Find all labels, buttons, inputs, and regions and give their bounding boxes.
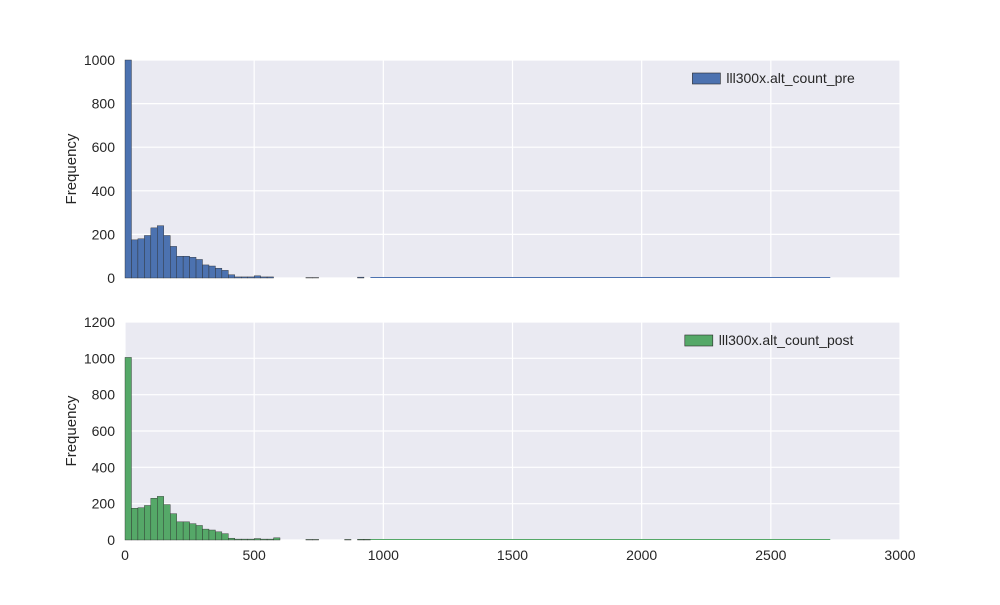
histogram-bar: [235, 277, 241, 278]
histogram-bar: [222, 534, 228, 540]
subplot-1: 0 200 400 600 800 1000 Frequency lll300x.alt_co…: [63, 52, 900, 286]
legend-label: lll300x.alt_count_post: [719, 332, 854, 348]
y-tick-label: 600: [92, 139, 116, 155]
histogram-bar: [203, 265, 209, 278]
histogram-bar: [138, 239, 144, 278]
histogram-bar: [125, 357, 131, 540]
legend-swatch: [692, 73, 720, 84]
histogram-bar: [254, 539, 260, 540]
subplot-2: 0 200 400 600 800 1000 1200 0 500 1000 1500 2000 250…: [63, 314, 916, 563]
y-axis-label: Frequency: [63, 395, 80, 466]
histogram-bar: [241, 539, 247, 540]
histogram-bar: [215, 532, 221, 540]
histogram-bar: [209, 266, 215, 278]
histogram-bar: [248, 539, 254, 540]
y-tick-label: 1000: [84, 52, 115, 68]
histogram-bar: [196, 525, 202, 540]
y-tick-label: 0: [107, 270, 115, 286]
y-tick-label: 400: [92, 459, 116, 475]
histogram-bar: [248, 277, 254, 278]
y-axis-label: Frequency: [63, 133, 80, 204]
histogram-bar: [131, 508, 137, 540]
histogram-bar: [138, 508, 144, 540]
histogram-bar: [364, 539, 370, 540]
x-tick-label: 3000: [884, 547, 915, 563]
histogram-bar: [131, 240, 137, 278]
y-tick-label: 800: [92, 96, 116, 112]
histogram-bar: [164, 505, 170, 540]
histogram-bar: [235, 539, 241, 540]
histogram-bar: [144, 235, 150, 278]
x-tick-label: 500: [242, 547, 266, 563]
y-tick-label: 600: [92, 423, 116, 439]
histogram-bar: [203, 529, 209, 540]
histogram-bar: [144, 505, 150, 540]
histogram-bar: [151, 228, 157, 278]
x-tick-label: 0: [121, 547, 129, 563]
histogram-bar: [358, 277, 364, 278]
histogram-bar: [261, 539, 267, 540]
histogram-bar: [196, 259, 202, 278]
y-tick-label: 400: [92, 183, 116, 199]
histogram-bar: [190, 257, 196, 278]
histogram-bar: [306, 539, 312, 540]
histogram-bar: [125, 60, 131, 278]
histogram-bar: [254, 276, 260, 278]
histogram-bar: [345, 539, 351, 540]
histogram-bar: [164, 235, 170, 278]
histogram-bar: [157, 496, 163, 540]
histogram-bar: [215, 268, 221, 278]
histogram-bar: [312, 539, 318, 540]
histogram-bar: [241, 277, 247, 278]
histogram-bar: [274, 538, 280, 540]
y-tick-label: 200: [92, 226, 116, 242]
histogram-bar: [228, 275, 234, 278]
legend-swatch: [685, 335, 713, 346]
y-tick-label: 1000: [84, 350, 115, 366]
legend-label: lll300x.alt_count_pre: [726, 70, 855, 86]
histogram-bar: [157, 226, 163, 278]
histogram-bar: [177, 522, 183, 540]
y-tick-label: 1200: [84, 314, 115, 330]
histogram-bar: [267, 539, 273, 540]
histogram-bar: [228, 538, 234, 540]
histogram-bar: [209, 530, 215, 540]
x-tick-label: 1500: [497, 547, 528, 563]
x-tick-label: 2500: [755, 547, 786, 563]
histogram-bar: [183, 522, 189, 540]
x-tick-label: 1000: [368, 547, 399, 563]
histogram-bar: [261, 277, 267, 278]
histogram-bar: [267, 277, 273, 278]
histogram-bar: [183, 256, 189, 278]
histogram-bar: [222, 270, 228, 278]
histogram-bar: [170, 514, 176, 540]
y-tick-label: 800: [92, 387, 116, 403]
histogram-bar: [358, 539, 364, 540]
histogram-bar: [190, 524, 196, 540]
histogram-bar: [170, 246, 176, 278]
y-tick-label: 200: [92, 496, 116, 512]
histogram-bar: [151, 498, 157, 540]
histogram-bar: [177, 256, 183, 278]
y-tick-label: 0: [107, 532, 115, 548]
x-tick-label: 2000: [626, 547, 657, 563]
